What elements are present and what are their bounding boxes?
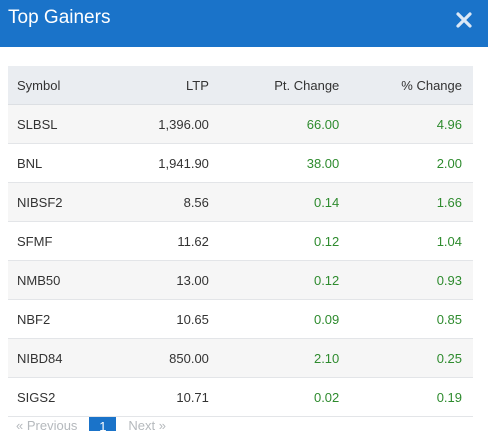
table-row[interactable]: SFMF 11.62 0.12 1.04 [8,221,473,261]
ltp-cell: 13.00 [107,260,209,300]
column-header-pt-change[interactable]: Pt. Change [208,66,340,105]
pagination: « Previous 1 Next » [16,417,166,431]
next-page-link[interactable]: Next » [128,418,166,431]
previous-page-link[interactable]: « Previous [16,418,78,431]
column-header-pct-change[interactable]: % Change [339,66,473,105]
ltp-cell: 10.65 [107,299,209,339]
symbol-cell: NIBSF2 [8,182,108,222]
page-button-current[interactable]: 1 [89,417,117,431]
gainers-table-container: Symbol LTP Pt. Change % Change SLBSL 1,3… [8,66,473,417]
table-row[interactable]: SIGS2 10.71 0.02 0.19 [8,377,473,417]
column-header-symbol[interactable]: Symbol [8,66,108,105]
column-header-ltp[interactable]: LTP [107,66,209,105]
table-row[interactable]: BNL 1,941.90 38.00 2.00 [8,143,473,183]
modal-title: Top Gainers [8,7,111,28]
pt-change-cell: 0.02 [208,377,340,417]
table-row[interactable]: SLBSL 1,396.00 66.00 4.96 [8,104,473,144]
symbol-cell: BNL [8,143,108,183]
pt-change-cell: 0.09 [208,299,340,339]
pt-change-cell: 38.00 [208,143,340,183]
symbol-cell: NIBD84 [8,338,108,378]
modal-header: Top Gainers [0,0,488,47]
ltp-cell: 10.71 [107,377,209,417]
pt-change-cell: 0.12 [208,260,340,300]
symbol-cell: SIGS2 [8,377,108,417]
ltp-cell: 8.56 [107,182,209,222]
table-header-row: Symbol LTP Pt. Change % Change [8,66,473,105]
close-icon[interactable] [454,10,474,30]
table-row[interactable]: NIBD84 850.00 2.10 0.25 [8,338,473,378]
ltp-cell: 850.00 [107,338,209,378]
pt-change-cell: 0.14 [208,182,340,222]
pct-change-cell: 0.85 [339,299,473,339]
pct-change-cell: 0.25 [339,338,473,378]
table-row[interactable]: NIBSF2 8.56 0.14 1.66 [8,182,473,222]
pt-change-cell: 2.10 [208,338,340,378]
symbol-cell: SLBSL [8,104,108,144]
pct-change-cell: 1.66 [339,182,473,222]
symbol-cell: NBF2 [8,299,108,339]
table-row[interactable]: NBF2 10.65 0.09 0.85 [8,299,473,339]
gainers-table: Symbol LTP Pt. Change % Change SLBSL 1,3… [8,66,473,417]
pct-change-cell: 2.00 [339,143,473,183]
ltp-cell: 11.62 [107,221,209,261]
table-row[interactable]: NMB50 13.00 0.12 0.93 [8,260,473,300]
pt-change-cell: 0.12 [208,221,340,261]
symbol-cell: SFMF [8,221,108,261]
ltp-cell: 1,396.00 [107,104,209,144]
pct-change-cell: 1.04 [339,221,473,261]
pct-change-cell: 0.93 [339,260,473,300]
symbol-cell: NMB50 [8,260,108,300]
pct-change-cell: 0.19 [339,377,473,417]
ltp-cell: 1,941.90 [107,143,209,183]
pct-change-cell: 4.96 [339,104,473,144]
pt-change-cell: 66.00 [208,104,340,144]
